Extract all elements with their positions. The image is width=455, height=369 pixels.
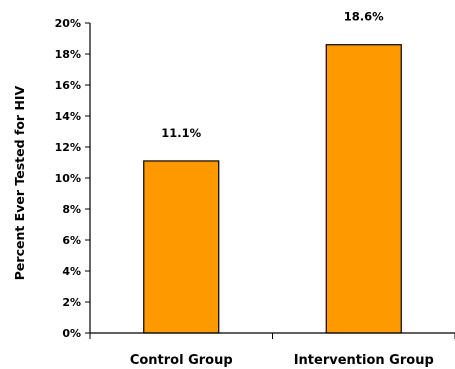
- bars: [143, 44, 402, 334]
- data-label: 11.1%: [161, 126, 201, 140]
- y-tick-label: 20%: [55, 17, 81, 30]
- y-tick-label: 4%: [62, 265, 81, 278]
- y-tick-label: 14%: [55, 110, 81, 123]
- y-tick-label: 12%: [55, 141, 81, 154]
- axes: [89, 23, 455, 339]
- y-tick-label: 10%: [55, 172, 81, 185]
- data-label: 18.6%: [344, 10, 384, 24]
- y-tick-label: 18%: [55, 48, 81, 61]
- y-tick-label: 16%: [55, 79, 81, 92]
- y-tick-label: 6%: [62, 234, 81, 247]
- y-tick-label: 0%: [62, 327, 81, 340]
- y-axis-title: Percent Ever Tested for HIV: [12, 85, 27, 280]
- category-labels: Control Group Intervention Group: [130, 353, 434, 368]
- category-label: Control Group: [130, 353, 233, 368]
- y-axis-ticks: 0% 2% 4% 6% 8% 10% 12% 14% 16% 18% 20%: [55, 17, 90, 340]
- y-tick-label: 8%: [62, 203, 81, 216]
- data-labels: 11.1% 18.6%: [161, 10, 384, 140]
- bar-intervention-group: [325, 44, 402, 334]
- y-tick-label: 2%: [62, 296, 81, 309]
- category-label: Intervention Group: [294, 353, 434, 368]
- bar-control-group: [143, 160, 220, 334]
